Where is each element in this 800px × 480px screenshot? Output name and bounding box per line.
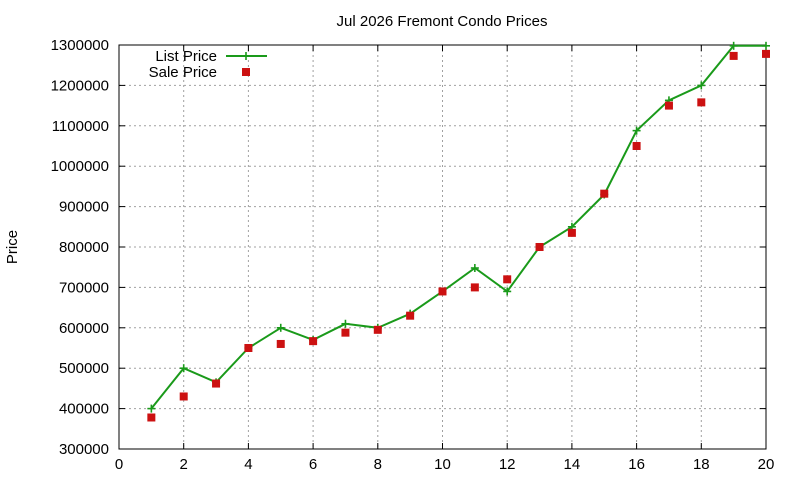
sale-price-point [341,328,350,337]
y-axis-label: Price [4,230,21,264]
sale-price-point [244,344,253,352]
sale-price-point [373,325,382,334]
grid-layer [119,45,766,449]
y-tick-label: 1100000 [52,118,109,135]
x-tick-label: 0 [115,456,123,473]
x-tick-label: 2 [180,456,188,473]
y-tick-label: 500000 [59,360,109,377]
chart-title: Jul 2026 Fremont Condo Prices [337,13,548,30]
list-price-point [729,41,738,50]
x-tick-label: 6 [309,456,317,473]
list-price-line [150,44,766,410]
list-price-point [503,287,512,296]
legend-marker-list-price [242,52,250,60]
x-tick-label: 18 [693,456,710,473]
y-tick-label: 400000 [59,401,109,418]
sale-price-point [567,228,576,237]
sale-price-point [600,189,609,198]
x-tick-label: 16 [628,456,645,473]
x-tick-label: 20 [758,456,775,473]
legend-label-list-price: List Price [155,48,217,65]
list-price-point [179,364,188,373]
sale-price-point [276,339,285,348]
y-tick-label: 700000 [59,279,109,296]
legend-marker-sale-price [242,68,250,76]
ticks-layer: 0 2 4 6 8 10 12 14 16 18 20 300000 400000 500000 60000… [51,37,775,473]
x-tick-label: 4 [244,456,252,473]
legend: List Price Sale Price [149,48,267,81]
x-tick-label: 12 [499,456,516,473]
y-tick-label: 900000 [59,199,109,216]
list-price-point [632,126,641,135]
list-price-point [762,41,770,50]
sale-price-point [438,287,447,296]
y-tick-label: 800000 [59,239,109,256]
y-tick-label: 300000 [59,441,109,458]
y-tick-label: 1200000 [51,77,109,94]
sale-price-point [503,275,512,284]
sale-price-point [535,243,544,251]
sale-price-point [309,337,318,346]
sale-price-point [697,98,706,107]
list-price-point [470,264,479,273]
list-price-point [341,319,350,328]
sale-price-point [664,101,673,110]
legend-label-sale-price: Sale Price [149,64,217,81]
sale-price-point [147,413,156,422]
sale-price-point [470,283,479,292]
x-tick-label: 8 [374,456,382,473]
sale-price-point [406,311,415,320]
list-price-point [147,404,156,413]
sale-price-point [632,142,641,150]
x-tick-label: 14 [564,456,581,473]
list-price-point [276,323,285,332]
x-tick-label: 10 [434,456,451,473]
series-layer [147,41,770,422]
y-tick-label: 1000000 [51,158,109,175]
y-tick-label: 1300000 [51,37,109,54]
sale-price-point [179,392,188,401]
sale-price-point [762,49,770,58]
y-tick-label: 600000 [59,320,109,337]
list-price-point [697,81,706,90]
sale-price-point [212,379,221,388]
sale-price-point [729,51,738,60]
